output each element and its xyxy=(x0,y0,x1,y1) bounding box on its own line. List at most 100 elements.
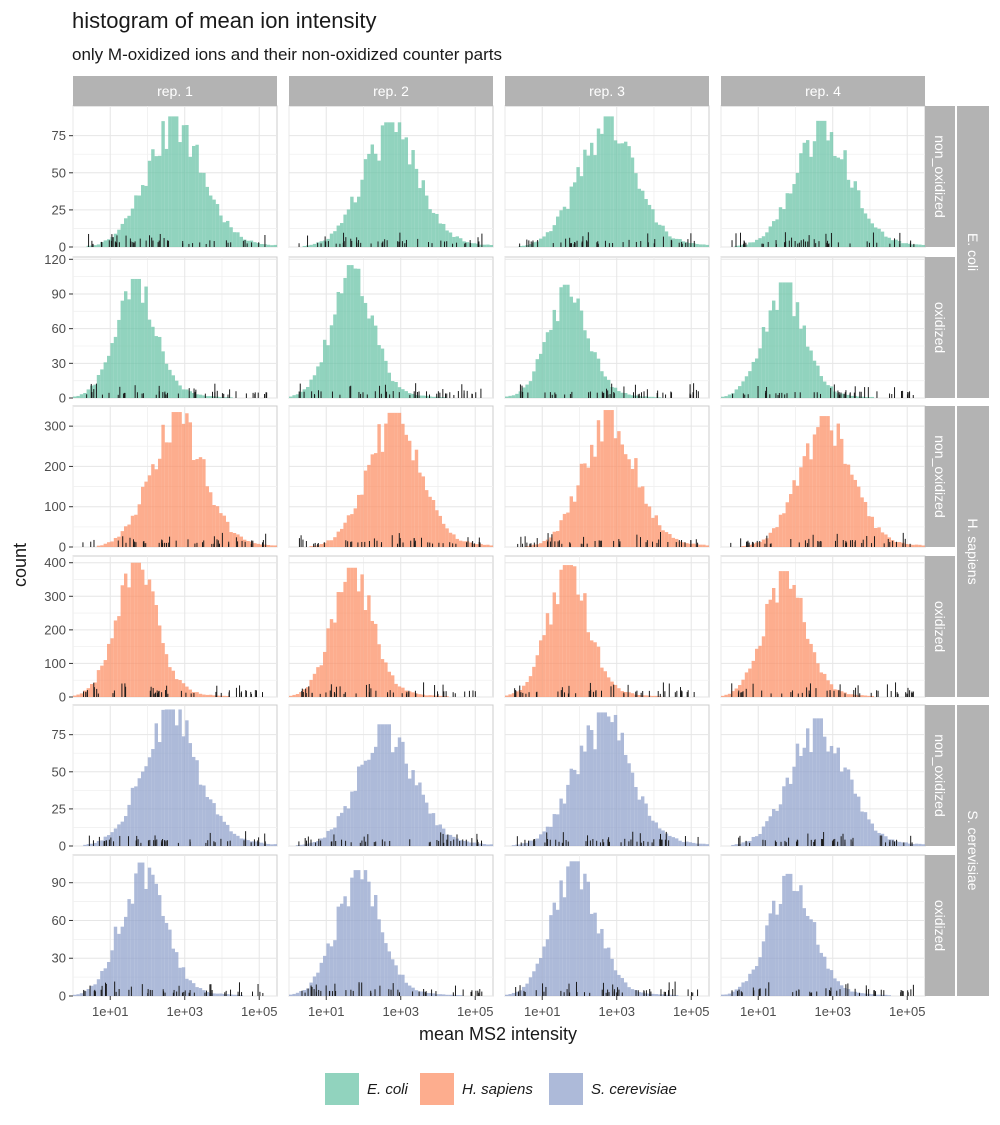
histogram-bar xyxy=(860,208,864,247)
histogram-bar xyxy=(918,544,922,547)
histogram-bar xyxy=(559,569,563,697)
histogram-bar xyxy=(761,826,766,846)
facet-panel xyxy=(720,555,926,698)
histogram-bar xyxy=(232,533,237,547)
histogram-bar xyxy=(877,228,881,247)
histogram-bar xyxy=(911,244,915,247)
histogram-bar xyxy=(778,571,783,697)
histogram-bar xyxy=(569,496,573,547)
strip-background xyxy=(721,76,925,106)
histogram-bar xyxy=(346,265,351,398)
histogram-bar xyxy=(789,193,793,247)
histogram-bar xyxy=(802,622,806,697)
x-tick-label: 1e+05 xyxy=(673,1004,710,1019)
histogram-bar xyxy=(256,543,260,547)
histogram-bar xyxy=(586,881,590,996)
histogram-bar xyxy=(596,358,601,398)
histogram-bar xyxy=(627,146,631,247)
histogram-bar xyxy=(302,990,306,996)
histogram-bar xyxy=(404,763,408,846)
x-tick-label: 1e+03 xyxy=(598,1004,635,1019)
legend-swatch xyxy=(549,1073,583,1105)
histogram-bar xyxy=(391,412,395,547)
histogram-bar xyxy=(613,438,618,547)
x-tick-label: 1e+03 xyxy=(166,1004,203,1019)
histogram-bar xyxy=(113,828,118,846)
histogram-bar xyxy=(414,990,419,996)
histogram-bar xyxy=(215,993,220,996)
histogram-bar xyxy=(343,214,347,247)
histogram-bar xyxy=(542,540,546,547)
histogram-bar xyxy=(178,709,182,846)
histogram-bar xyxy=(884,534,888,547)
histogram-bar xyxy=(100,369,104,398)
histogram-bar xyxy=(630,772,635,846)
histogram-bar xyxy=(394,382,398,398)
histogram-bar xyxy=(809,156,813,247)
histogram-bar xyxy=(603,410,607,547)
histogram-bar xyxy=(515,393,519,398)
y-tick-label: 0 xyxy=(59,391,66,406)
histogram-bar xyxy=(921,545,925,547)
strip-background xyxy=(505,76,709,106)
histogram-bar xyxy=(316,972,320,996)
facet-panel: 1e+01 1e+03 1e+05 xyxy=(504,854,710,1019)
histogram-bar xyxy=(273,545,277,547)
histogram-bar xyxy=(556,321,560,398)
histogram-bar xyxy=(411,987,415,996)
histogram-bar xyxy=(161,121,165,247)
histogram-bar xyxy=(877,527,881,547)
histogram-bar xyxy=(607,379,611,398)
histogram-bar xyxy=(775,914,779,996)
histogram-bar xyxy=(613,140,618,247)
histogram-bar xyxy=(654,695,658,697)
histogram-bar xyxy=(425,195,429,247)
histogram-bar xyxy=(617,974,621,996)
histogram-bar xyxy=(134,873,138,996)
histogram-bar xyxy=(435,510,439,547)
strip-background xyxy=(925,855,955,996)
histogram-bar xyxy=(695,243,699,247)
histogram-bar xyxy=(462,541,466,547)
histogram-bar xyxy=(147,319,152,398)
histogram-bar xyxy=(336,906,340,996)
histogram-bar xyxy=(445,230,449,247)
x-tick-label: 1e+05 xyxy=(241,1004,278,1019)
histogram-bar xyxy=(671,537,675,547)
histogram-bar xyxy=(340,223,344,247)
histogram-bar xyxy=(363,610,368,697)
histogram-bar xyxy=(83,393,87,398)
histogram-bar xyxy=(901,842,905,846)
histogram-bar xyxy=(391,752,395,846)
histogram-bar xyxy=(857,486,861,547)
histogram-bar xyxy=(816,944,820,996)
histogram-bar xyxy=(727,693,732,697)
histogram-bar xyxy=(731,844,735,846)
facet-panel xyxy=(288,704,494,847)
histogram-bar xyxy=(539,834,543,846)
histogram-bar xyxy=(552,225,556,247)
histogram-bar xyxy=(904,243,908,247)
histogram-bar xyxy=(755,358,759,398)
histogram-bar xyxy=(414,693,419,697)
histogram-bar xyxy=(168,442,172,547)
histogram-bar xyxy=(476,544,480,547)
histogram-bar xyxy=(367,881,371,996)
histogram-bar xyxy=(867,397,871,398)
histogram-bar xyxy=(702,544,706,547)
facet-panel: 1e+01 1e+03 1e+05 0 30 60 90 xyxy=(52,854,278,1019)
histogram-bar xyxy=(692,842,696,846)
histogram-bar xyxy=(482,544,487,547)
chart-subtitle: only M-oxidized ions and their non-oxidi… xyxy=(72,45,502,64)
histogram-bar xyxy=(134,514,138,547)
histogram-bar xyxy=(100,970,104,996)
strip-background xyxy=(925,257,955,398)
histogram-bar xyxy=(312,673,317,697)
histogram-bar xyxy=(438,223,442,247)
row-strip-oxidation: non_oxidized xyxy=(925,705,955,846)
histogram-bar xyxy=(654,222,658,247)
histogram-bar xyxy=(799,885,803,996)
histogram-bar xyxy=(731,691,735,697)
histogram-bar xyxy=(209,799,213,846)
histogram-bar xyxy=(353,870,357,996)
